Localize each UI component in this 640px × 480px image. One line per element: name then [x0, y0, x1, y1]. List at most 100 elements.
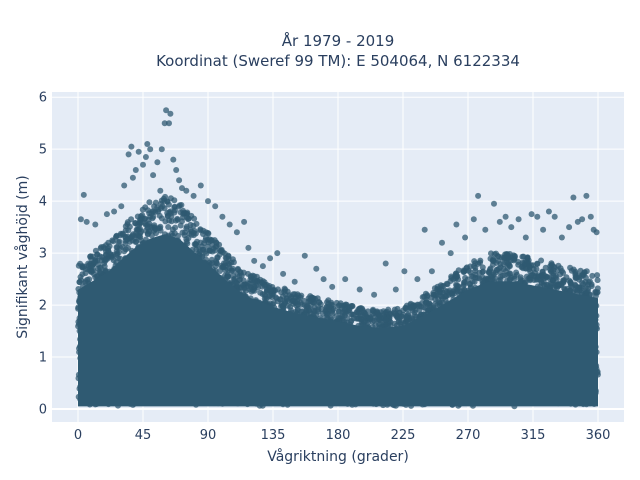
data-point	[262, 293, 269, 300]
data-point	[476, 269, 483, 276]
data-point	[540, 271, 547, 278]
data-point	[105, 247, 112, 254]
data-point	[519, 253, 526, 260]
data-point	[311, 299, 318, 306]
data-point	[174, 216, 181, 223]
data-point	[207, 238, 214, 244]
data-point	[308, 294, 315, 301]
data-point	[125, 227, 132, 234]
data-point	[102, 267, 109, 274]
data-point	[567, 264, 574, 271]
data-point	[328, 299, 335, 306]
data-point	[325, 303, 332, 310]
data-point	[228, 267, 235, 274]
data-point	[411, 309, 418, 316]
data-point	[517, 276, 524, 283]
data-point	[432, 291, 439, 298]
data-point	[181, 232, 188, 239]
data-point	[77, 274, 84, 280]
data-point	[230, 259, 237, 266]
data-point	[511, 273, 518, 280]
data-point	[461, 281, 468, 288]
data-point	[218, 246, 225, 253]
data-point	[542, 264, 549, 271]
chart-title-line1: År 1979 - 2019	[282, 31, 395, 50]
data-point	[594, 277, 601, 284]
data-point	[479, 278, 486, 285]
data-point	[552, 272, 559, 279]
data-point	[141, 216, 148, 223]
data-point	[85, 260, 92, 267]
data-point	[510, 257, 517, 264]
data-point	[588, 283, 595, 290]
data-point	[583, 289, 590, 296]
data-point	[92, 259, 99, 265]
data-point	[159, 203, 166, 210]
data-point	[548, 262, 555, 269]
data-point	[440, 282, 447, 289]
data-point	[507, 276, 513, 283]
data-point	[117, 230, 124, 237]
data-point	[491, 251, 498, 258]
data-point	[436, 299, 443, 306]
data-point	[222, 267, 229, 274]
data-point	[594, 272, 601, 279]
data-point	[252, 279, 258, 286]
data-point	[500, 266, 507, 272]
data-point	[504, 271, 511, 278]
data-point	[152, 199, 159, 206]
data-point	[166, 217, 173, 224]
data-points	[75, 107, 601, 410]
data-point	[82, 270, 89, 277]
data-point	[329, 308, 335, 315]
data-point	[213, 239, 220, 246]
data-point	[534, 261, 541, 267]
data-point	[407, 301, 414, 308]
data-point	[354, 311, 361, 317]
chart-title-line2: Koordinat (Sweref 99 TM): E 504064, N 61…	[156, 52, 520, 70]
data-point	[97, 264, 104, 271]
data-point	[278, 289, 285, 296]
data-point	[320, 310, 326, 317]
data-point	[240, 277, 247, 284]
data-point	[200, 246, 207, 253]
data-point	[300, 297, 307, 304]
data-point	[586, 278, 593, 285]
data-point	[554, 267, 561, 274]
data-point	[231, 275, 238, 282]
data-point	[500, 261, 507, 268]
data-point	[489, 261, 496, 268]
data-point	[165, 201, 172, 208]
data-point	[87, 268, 94, 275]
data-point	[455, 276, 462, 283]
data-point	[225, 253, 232, 260]
data-point	[583, 268, 590, 275]
data-point	[349, 303, 356, 310]
data-point	[137, 234, 144, 241]
data-point	[564, 285, 571, 292]
data-point	[165, 224, 172, 230]
data-point	[126, 238, 133, 245]
data-point	[200, 227, 207, 234]
data-point	[151, 227, 158, 234]
data-point	[246, 286, 253, 293]
data-point	[213, 260, 220, 267]
data-point	[154, 204, 161, 211]
data-point	[106, 243, 113, 250]
data-point	[558, 280, 565, 287]
data-point	[426, 300, 433, 307]
data-point	[359, 307, 366, 314]
data-point	[527, 277, 534, 284]
data-point	[185, 216, 192, 223]
data-point	[214, 254, 221, 261]
data-point	[572, 282, 579, 289]
data-point	[567, 279, 574, 286]
data-point	[209, 260, 216, 266]
data-point	[146, 199, 153, 206]
data-point	[112, 234, 119, 241]
data-point	[124, 219, 131, 226]
data-point	[532, 270, 538, 276]
data-point	[176, 202, 183, 209]
